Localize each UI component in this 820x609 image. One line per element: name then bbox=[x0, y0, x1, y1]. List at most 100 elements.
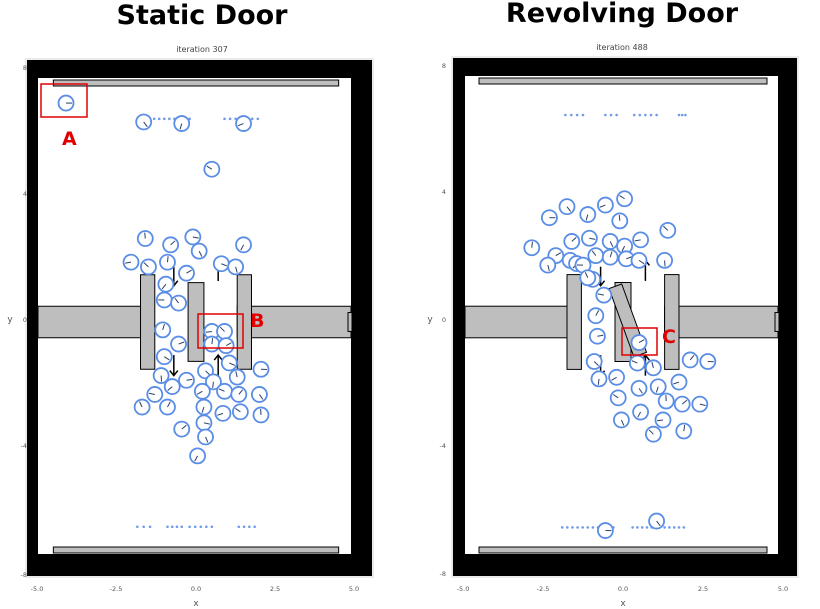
agent-trace-dot bbox=[250, 117, 254, 121]
agent-trace-dot bbox=[638, 113, 642, 117]
agent-trace-dot bbox=[210, 525, 214, 529]
agent-heading bbox=[599, 204, 606, 208]
x-tick: 2.5 bbox=[270, 585, 280, 593]
agent-trace-dot bbox=[663, 526, 666, 529]
highlight-box-a bbox=[40, 83, 88, 118]
agent-heading bbox=[619, 195, 625, 200]
agent-heading bbox=[656, 520, 661, 527]
x-tick: 0.0 bbox=[618, 585, 628, 593]
y-tick: 4 bbox=[442, 188, 446, 196]
agent-heading bbox=[211, 338, 214, 345]
agent-heading bbox=[637, 411, 642, 418]
agent-heading bbox=[217, 412, 224, 416]
agent-heading bbox=[174, 297, 179, 304]
door-pillar bbox=[236, 274, 252, 370]
agent-heading bbox=[139, 401, 143, 408]
agent-heading bbox=[597, 293, 604, 296]
panel-title: Revolving Door bbox=[506, 0, 739, 29]
top-bar bbox=[52, 79, 340, 87]
agent-heading bbox=[621, 245, 626, 252]
agent-heading bbox=[655, 386, 659, 393]
highlight-box-b bbox=[197, 313, 244, 349]
agent-trace-dot bbox=[560, 526, 564, 529]
wall-right bbox=[664, 305, 779, 339]
y-tick: -4 bbox=[440, 442, 446, 450]
agent-trace-dot bbox=[152, 117, 156, 121]
x-tick: -5.0 bbox=[457, 585, 470, 593]
axes: -5.0 -2.5 0.0 2.5 5.0 x 8 4 0 -4 -8 y bbox=[7, 64, 359, 609]
agent-trace-dot bbox=[586, 526, 590, 529]
x-tick: -2.5 bbox=[110, 585, 123, 593]
agent-heading bbox=[258, 394, 264, 400]
wall-left bbox=[37, 305, 142, 339]
agent-heading bbox=[609, 241, 614, 248]
agent-heading bbox=[626, 256, 633, 260]
panel-static-door: Static Door iteration 307 -5.0 -2.5 0.0 … bbox=[7, 0, 374, 609]
agent-heading bbox=[166, 256, 169, 263]
agent-heading bbox=[699, 403, 706, 406]
agent-heading bbox=[143, 121, 148, 128]
agent-trace-dot bbox=[615, 113, 618, 117]
agent-trace-dot bbox=[566, 526, 569, 529]
agent-heading bbox=[192, 236, 199, 239]
agent-trace-dot bbox=[205, 525, 208, 529]
agent-trace-dot bbox=[166, 525, 169, 529]
agent-heading bbox=[167, 386, 173, 391]
agent-trace-dot bbox=[180, 525, 184, 529]
y-axis-label: y bbox=[427, 315, 433, 325]
agent-heading bbox=[589, 237, 596, 240]
agent bbox=[587, 247, 605, 265]
agent-trace-dot bbox=[668, 526, 671, 529]
agent-heading bbox=[212, 381, 214, 388]
agent-heading bbox=[229, 362, 235, 366]
agent-trace-dot bbox=[631, 526, 634, 529]
agent-heading bbox=[648, 429, 654, 435]
agent-heading bbox=[205, 370, 211, 376]
agent-heading bbox=[198, 250, 203, 257]
agent-trace-dot bbox=[148, 525, 152, 529]
agent-trace-dot bbox=[163, 117, 166, 121]
agent-heading bbox=[689, 354, 695, 361]
agent-heading bbox=[634, 239, 641, 242]
agent-trace-dot bbox=[175, 525, 179, 529]
agent-trace-dot bbox=[636, 526, 639, 529]
y-tick: -8 bbox=[440, 570, 446, 578]
agent-trace-dot bbox=[253, 525, 256, 529]
panel-title: Static Door bbox=[117, 0, 289, 31]
marker-c: C bbox=[662, 326, 676, 348]
y-tick: 8 bbox=[23, 64, 27, 72]
y-tick: 0 bbox=[23, 316, 27, 324]
agent-trace-dot bbox=[591, 526, 595, 529]
door-pillar bbox=[664, 274, 680, 370]
agent-heading bbox=[186, 269, 192, 274]
agent-heading bbox=[143, 262, 149, 268]
agent-heading bbox=[593, 361, 599, 367]
agent-heading bbox=[161, 283, 167, 290]
x-axis-label: x bbox=[620, 599, 626, 609]
agent-heading bbox=[597, 378, 600, 385]
agent-heading bbox=[656, 419, 664, 422]
agent-heading bbox=[651, 361, 654, 368]
y-tick: 0 bbox=[442, 316, 446, 324]
wall-stub bbox=[774, 312, 780, 332]
agent-heading bbox=[571, 237, 577, 242]
agent-heading bbox=[221, 263, 228, 267]
agent-trace-dot bbox=[581, 113, 585, 117]
agent-heading bbox=[663, 225, 669, 231]
agent-trace-dot bbox=[564, 113, 567, 117]
agent-trace-dot bbox=[237, 525, 241, 529]
agent-heading bbox=[144, 232, 146, 239]
agent-heading bbox=[531, 241, 533, 248]
agent-heading bbox=[609, 251, 613, 258]
agent-trace-dot bbox=[569, 113, 573, 117]
door-pillar bbox=[187, 282, 205, 362]
plot-area bbox=[25, 58, 374, 578]
marker-b: B bbox=[250, 310, 264, 332]
agent-heading bbox=[201, 406, 205, 413]
agent-trace-dot bbox=[604, 113, 607, 117]
agent-trace-dot bbox=[649, 113, 653, 117]
agent-heading bbox=[620, 419, 625, 426]
agent-trace-dot bbox=[682, 526, 686, 529]
agent-trace-dot bbox=[680, 113, 684, 117]
